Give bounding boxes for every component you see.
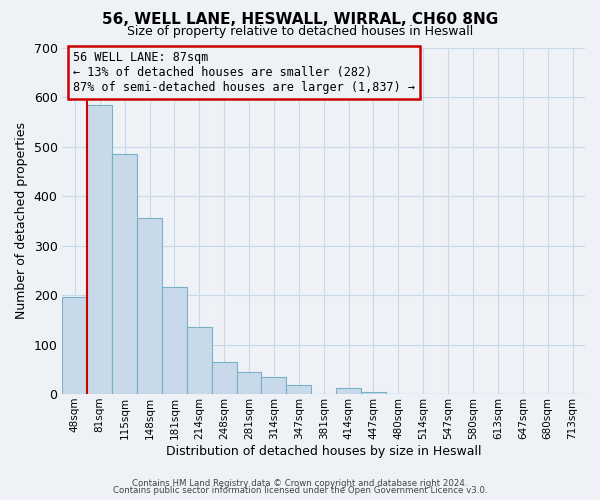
Bar [112,154,137,394]
Bar [361,392,386,394]
X-axis label: Distribution of detached houses by size in Heswall: Distribution of detached houses by size … [166,444,481,458]
Bar [162,287,187,394]
Bar [62,296,88,394]
Text: 56 WELL LANE: 87sqm
← 13% of detached houses are smaller (282)
87% of semi-detac: 56 WELL LANE: 87sqm ← 13% of detached ho… [73,51,415,94]
Bar [262,376,286,394]
Bar [236,372,262,394]
Bar [88,106,112,394]
Bar [286,385,311,394]
Bar [212,362,236,394]
Text: Contains public sector information licensed under the Open Government Licence v3: Contains public sector information licen… [113,486,487,495]
Bar [137,218,162,394]
Y-axis label: Number of detached properties: Number of detached properties [15,122,28,320]
Text: 56, WELL LANE, HESWALL, WIRRAL, CH60 8NG: 56, WELL LANE, HESWALL, WIRRAL, CH60 8NG [102,12,498,28]
Bar [187,327,212,394]
Text: Contains HM Land Registry data © Crown copyright and database right 2024.: Contains HM Land Registry data © Crown c… [132,478,468,488]
Bar [336,388,361,394]
Text: Size of property relative to detached houses in Heswall: Size of property relative to detached ho… [127,25,473,38]
